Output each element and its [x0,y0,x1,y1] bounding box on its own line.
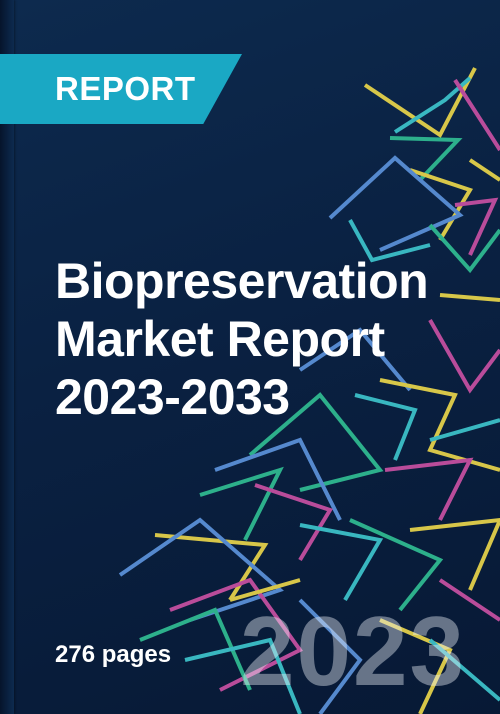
decor-line [428,319,500,394]
decor-line [214,437,342,521]
decor-line [409,517,500,591]
decor-line [468,158,500,182]
decor-line [248,392,384,492]
decor-line [118,517,284,622]
decor-line [328,155,464,252]
decor-line [348,219,431,263]
decor-line [354,393,418,461]
decor-line [229,578,301,602]
title-line: 2023-2033 [55,369,290,425]
decor-line [298,598,363,714]
decor-line [349,518,444,612]
title-line: Biopreservation [55,253,429,309]
decor-line [254,483,333,562]
decor-line [184,637,302,714]
report-title: Biopreservation Market Report 2023-2033 [55,252,485,426]
decor-line [428,223,500,274]
decor-line [298,327,412,392]
decor-line [363,67,477,138]
book-spine [0,0,14,714]
decor-line [454,197,499,256]
report-badge-ribbon [0,54,242,124]
decor-line [409,168,473,242]
title-line: Market Report [55,311,385,367]
decor-line [169,577,303,692]
decor-line [384,457,474,521]
decor-line [439,293,500,302]
decor-line [139,607,252,691]
decor-line [154,533,269,602]
decor-line [438,578,500,622]
decor-line [389,136,463,182]
page-count: 276 pages [55,641,172,668]
decor-line [428,638,500,702]
decor-line [393,76,472,134]
decor-line [429,418,500,442]
year-watermark: 2023 [240,596,467,706]
decor-line [379,618,453,714]
decor-line [299,523,384,602]
decor-line [453,78,500,152]
decor-line [199,466,284,541]
report-badge-label: REPORT [55,70,196,107]
